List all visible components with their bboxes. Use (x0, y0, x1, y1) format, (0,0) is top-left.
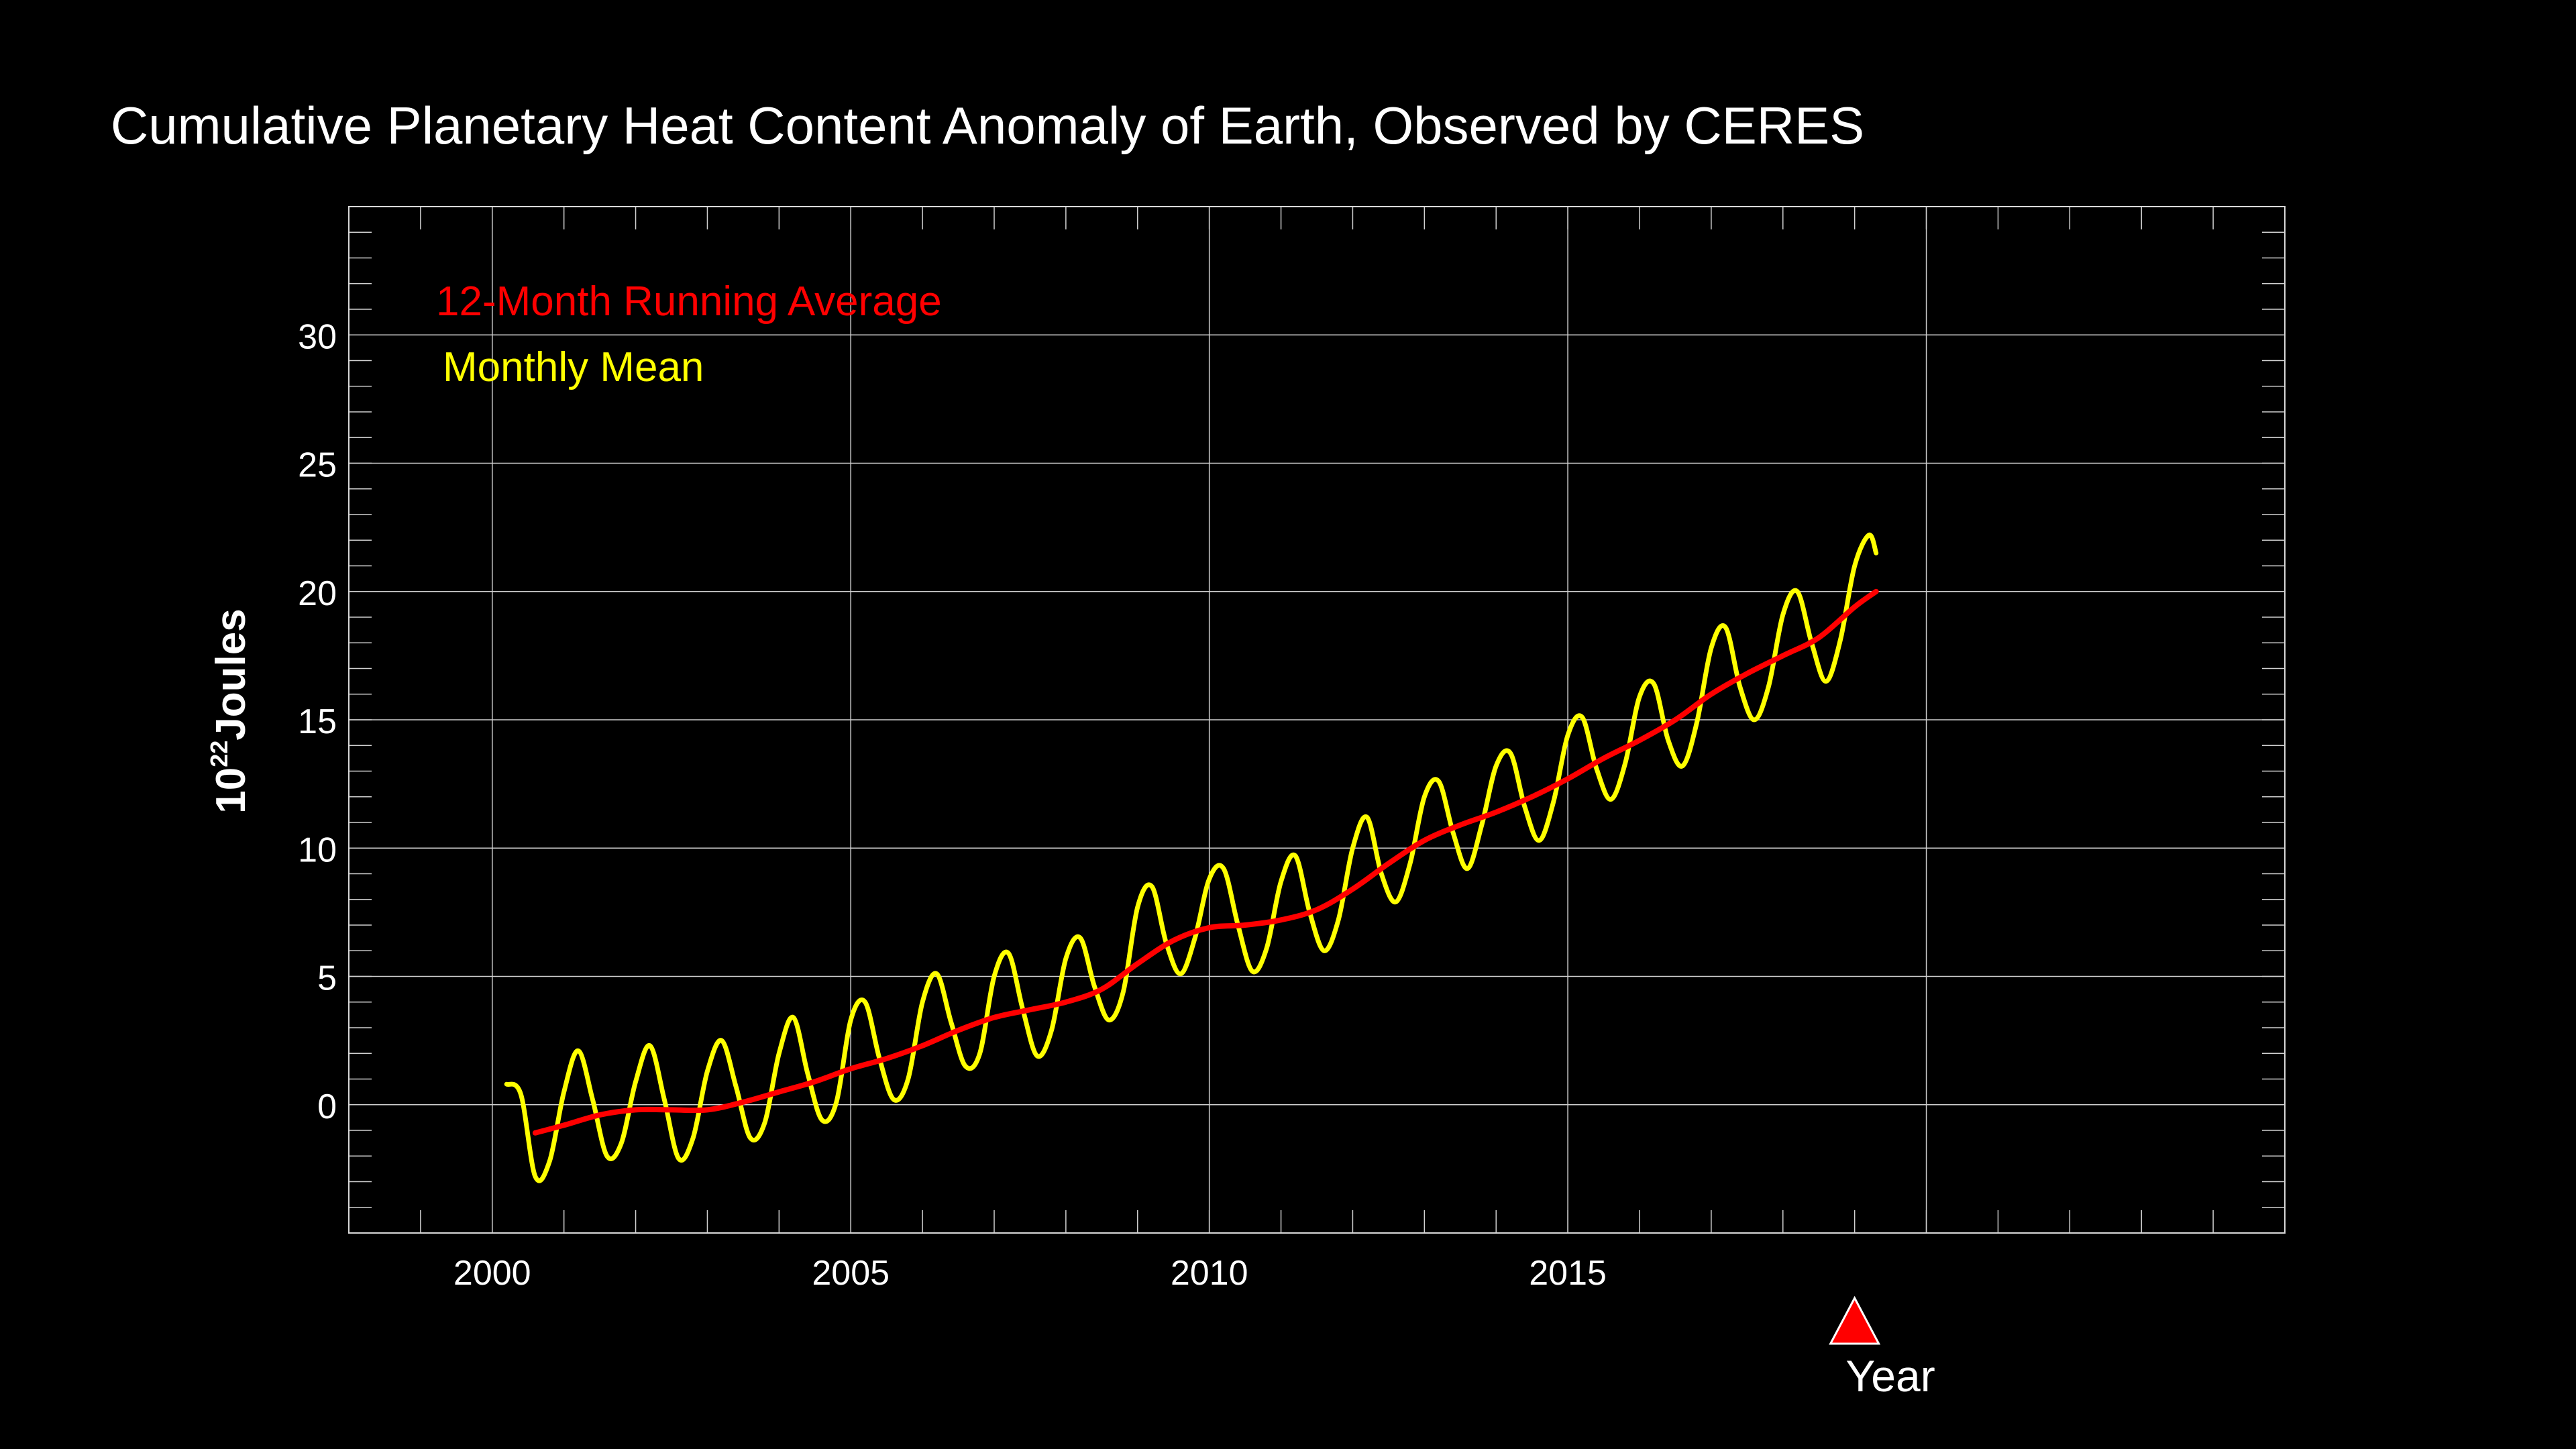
chart-title: Cumulative Planetary Heat Content Anomal… (111, 96, 1864, 155)
minor-tick-layer (349, 207, 2285, 1233)
y-axis-label-unit: Joules (208, 608, 254, 740)
y-tick-label: 10 (298, 830, 337, 869)
y-axis-label-base: 10 (208, 767, 254, 814)
plot-frame (348, 206, 2286, 1234)
y-tick-label: 0 (317, 1087, 337, 1126)
y-tick-label: 25 (298, 446, 337, 485)
series-line-running-average (532, 588, 1879, 1136)
x-tick-label: 2015 (1529, 1254, 1607, 1293)
x-tick-label: 2000 (453, 1254, 531, 1293)
y-tick-labels: 0 5 10 15 20 25 30 (298, 317, 337, 1126)
y-axis-label: 1022Joules (205, 608, 254, 813)
y-axis-label-exponent: 22 (205, 741, 233, 767)
x-tick-labels: 2000 2005 2010 2015 (453, 1254, 1607, 1293)
y-tick-label: 20 (298, 574, 337, 613)
series-line-monthly-mean (504, 533, 1879, 1183)
y-tick-label: 30 (298, 317, 337, 356)
grid-layer (349, 207, 2285, 1233)
legend-item-running-average: 12-Month Running Average (436, 278, 942, 325)
legend-item-monthly-mean: Monthly Mean (443, 344, 704, 390)
y-tick-label: 15 (298, 702, 337, 741)
x-tick-label: 2005 (812, 1254, 890, 1293)
year-marker-triangle-icon (1829, 1295, 1881, 1345)
x-axis-label: Year (1845, 1351, 1935, 1401)
x-tick-label: 2010 (1171, 1254, 1248, 1293)
y-tick-label: 5 (317, 959, 337, 998)
series-layer (504, 533, 1879, 1183)
